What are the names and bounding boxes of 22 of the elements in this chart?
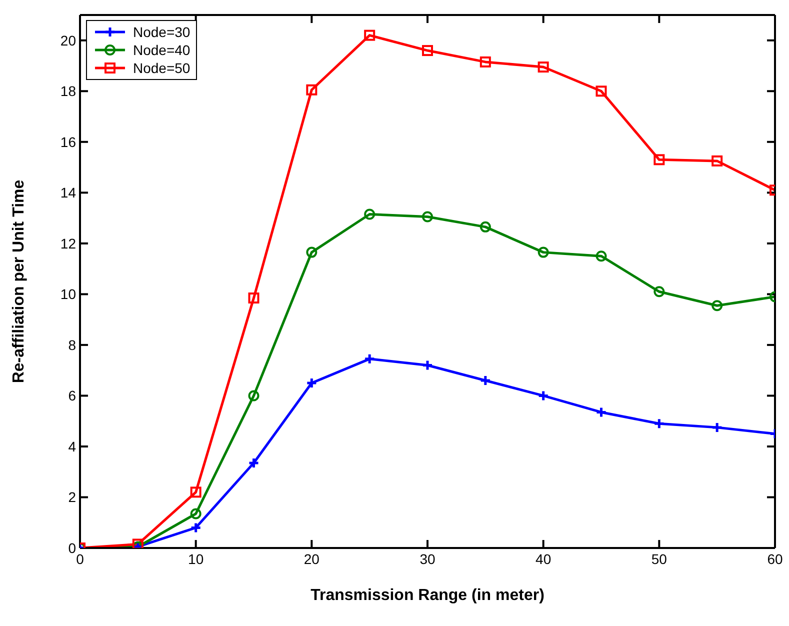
y-axis-title: Re-affiliation per Unit Time [10,180,28,384]
y-tick-label: 16 [60,134,76,150]
y-tick-label: 18 [60,83,76,100]
y-tick-label: 8 [68,336,76,353]
legend-label: Node=30 [133,23,190,41]
x-tick-label: 10 [188,550,204,567]
y-tick-label: 6 [68,388,76,404]
x-tick-label: 30 [420,550,436,567]
y-tick-label: 12 [60,235,76,252]
y-tick-label: 2 [68,489,76,506]
x-tick-label: 40 [536,550,552,567]
legend-label: Node=50 [133,59,190,77]
y-tick-label: 14 [60,184,76,201]
y-tick-label: 0 [68,540,76,556]
legend-label: Node=40 [133,41,190,59]
x-tick-label: 60 [767,550,783,567]
y-tick-label: 4 [68,438,76,454]
x-axis-title: Transmission Range (in meter) [310,587,544,604]
x-tick-label: 50 [651,550,668,567]
x-tick-label: 20 [304,550,320,567]
y-tick-label: 10 [60,286,76,302]
y-tick-label: 20 [60,32,76,48]
